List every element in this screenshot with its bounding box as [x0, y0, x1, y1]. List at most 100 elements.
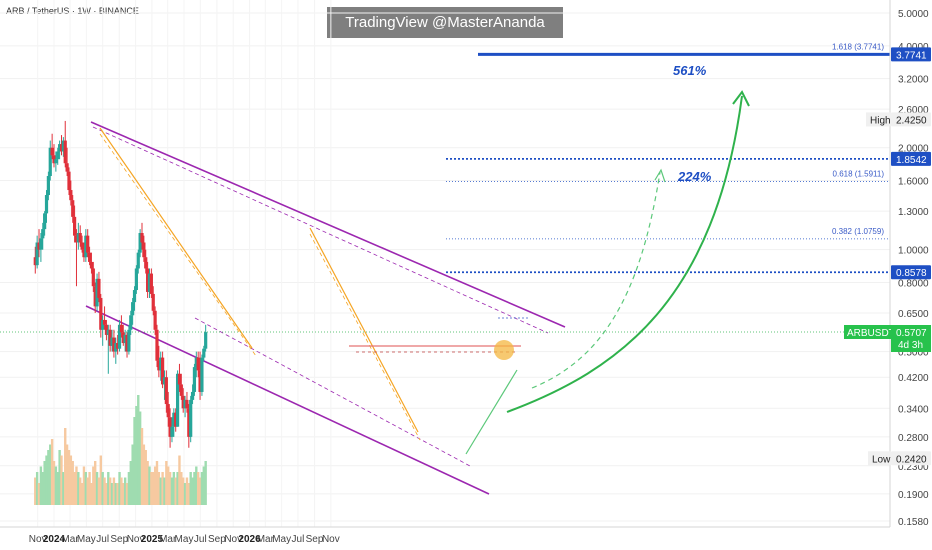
- volume-bar: [191, 477, 194, 505]
- price-tick-label: 3.2000: [898, 75, 929, 86]
- price-tick-label: 2.6000: [898, 105, 929, 116]
- projection-arrow-main: [506, 95, 743, 413]
- candle-body: [101, 319, 105, 330]
- volume-bar: [198, 477, 202, 505]
- candle-body: [41, 229, 45, 239]
- volume-bar: [58, 450, 61, 505]
- fib-level-label: 0.618 (1.5911): [833, 169, 885, 178]
- candle-body: [123, 334, 127, 344]
- volume-bar: [200, 472, 204, 505]
- symbol-info: ARB / TetherUS · 1W · BINANCE: [6, 6, 139, 16]
- candle-body: [80, 242, 84, 250]
- candle-body: [52, 155, 56, 164]
- candle-body: [164, 377, 168, 405]
- candle-body: [125, 334, 129, 352]
- trendline-2024: [99, 127, 253, 349]
- price-tick-label: 1.0000: [898, 246, 929, 257]
- volume-bar: [159, 477, 162, 505]
- projection-arrowhead-main: [732, 90, 750, 107]
- level-price-tag-bg: [891, 151, 931, 166]
- candle-body: [93, 286, 97, 307]
- candle-body: [147, 273, 152, 292]
- volume-bar: [69, 455, 73, 505]
- candle-body: [149, 273, 153, 294]
- low-tag-label: Low: [872, 454, 891, 465]
- volume-bar: [157, 472, 161, 505]
- volume-bar: [82, 466, 86, 505]
- time-tick-label: 2026: [238, 534, 261, 545]
- level-price-tag: 1.8542: [896, 155, 927, 166]
- candle-body: [106, 329, 110, 335]
- time-tick-label: Nov: [29, 534, 47, 545]
- last-symbol-tag-bg: [844, 325, 891, 339]
- volume-bar: [41, 472, 44, 505]
- time-tick-label: Jul: [194, 534, 207, 545]
- watermark: TradingView @MasterAnanda: [327, 7, 563, 38]
- price-tick-label: 0.1900: [898, 490, 929, 501]
- candle-body: [43, 213, 47, 230]
- candle-body: [99, 297, 103, 330]
- volume-bar: [204, 461, 207, 505]
- candle-body: [157, 360, 161, 371]
- target-far-label: 561%: [673, 63, 707, 78]
- volume-bar: [153, 466, 157, 505]
- volume-bar: [185, 477, 189, 505]
- volume-bar: [56, 472, 59, 505]
- candle-body: [151, 293, 155, 311]
- annotations: 561% 224%: [506, 63, 750, 413]
- volume-bar: [64, 428, 67, 505]
- candle-body: [168, 417, 172, 437]
- volume-bar: [88, 472, 91, 505]
- candle-body: [189, 399, 193, 437]
- time-tick-label: Jul: [292, 534, 305, 545]
- level-price-tag: 0.8578: [896, 268, 927, 279]
- candle-body: [56, 151, 60, 160]
- volume-bar: [161, 472, 164, 505]
- volume-bar: [135, 406, 138, 505]
- candle-body: [129, 315, 133, 330]
- channel-lower-line: [85, 305, 490, 495]
- candle-body: [110, 337, 114, 346]
- time-tick-label: 2024: [43, 534, 66, 545]
- candle-body: [44, 195, 49, 214]
- volume-bar: [133, 417, 136, 505]
- candle-body: [200, 357, 204, 392]
- candle-body: [50, 147, 54, 156]
- volume-bar: [95, 472, 99, 505]
- volume-bar: [65, 444, 69, 505]
- price-tick-label: 0.1580: [898, 517, 929, 528]
- candle-body: [194, 357, 198, 368]
- volume-bar: [152, 472, 155, 505]
- volume-bar: [67, 450, 71, 505]
- fib-levels: 1.618 (3.7741) 0.618 (1.5911) 0.382 (1.075…: [446, 42, 890, 274]
- low-price-tag: 0.2420: [896, 454, 927, 465]
- candle-body: [35, 242, 39, 266]
- high-tag-label: High: [870, 115, 891, 126]
- price-tick-label: 0.5000: [898, 348, 929, 359]
- volume-bar: [60, 455, 63, 505]
- candle-body: [61, 140, 65, 152]
- price-tick-label: 0.6500: [898, 309, 929, 320]
- price-tick-label: 0.4200: [898, 373, 929, 384]
- price-tick-label: 1.6000: [898, 177, 929, 188]
- chart-drawings: [0, 121, 890, 495]
- volume-bar: [125, 483, 129, 505]
- volume-bar: [54, 466, 58, 505]
- low-tag-bg: [868, 451, 891, 466]
- volume-bar: [73, 472, 76, 505]
- volume-bar: [71, 461, 74, 505]
- candle-body: [37, 242, 41, 250]
- fib-level-label: 0.382 (1.0759): [832, 227, 884, 236]
- volume-bar: [90, 483, 93, 505]
- volume-bar: [180, 472, 183, 505]
- candle-body: [187, 408, 191, 437]
- volume-bar: [99, 455, 103, 505]
- candle-body: [131, 302, 135, 316]
- candle-body: [39, 238, 43, 250]
- last-price-tag-bg: [891, 325, 931, 352]
- projection-arrow-dashed: [531, 171, 661, 389]
- volume-bar: [187, 483, 191, 505]
- candle-body: [82, 249, 86, 258]
